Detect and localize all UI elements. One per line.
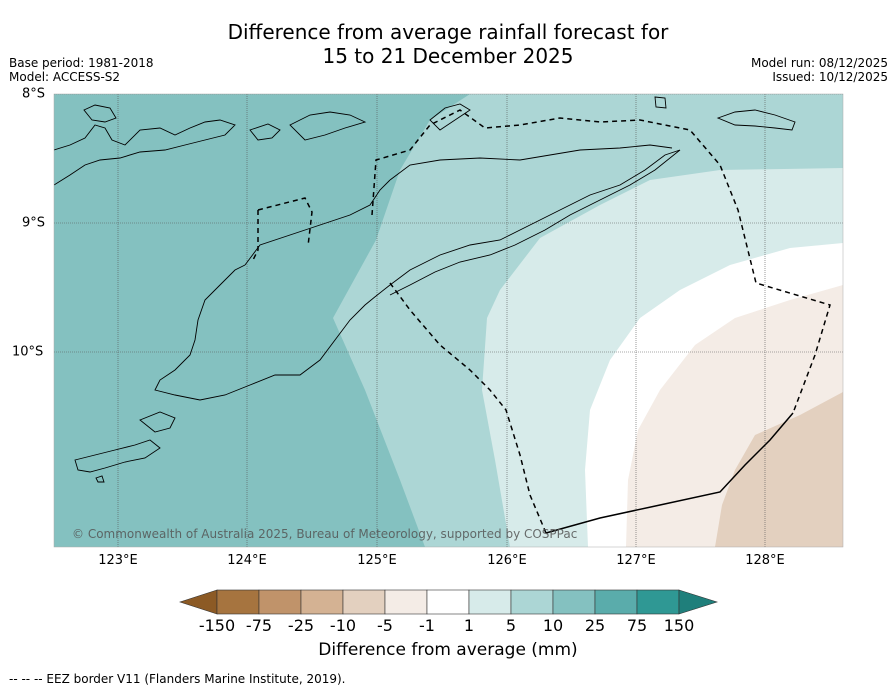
x-tick-123: 123°E xyxy=(98,553,138,568)
x-tick-127: 127°E xyxy=(616,553,656,568)
colorbar-label: -10 xyxy=(329,616,357,635)
eez-border xyxy=(251,109,831,534)
colorbar-cell xyxy=(426,589,470,615)
x-tick-126: 126°E xyxy=(487,553,527,568)
colorbar-low-arrow xyxy=(179,589,218,615)
colorbar-cell xyxy=(636,589,680,615)
colorbar-label: 75 xyxy=(626,616,648,635)
flores-island xyxy=(54,119,236,186)
sumba-island xyxy=(154,264,377,401)
y-tick-10s: 10°S xyxy=(12,344,44,360)
colorbar xyxy=(179,589,718,615)
small-island-3 xyxy=(95,475,105,483)
timor-island xyxy=(375,149,681,297)
model-run: Model run: 08/12/2025 xyxy=(750,56,888,70)
savu-island xyxy=(139,411,176,433)
x-tick-124: 124°E xyxy=(227,553,267,568)
map-frame xyxy=(53,93,844,548)
colorbar-label: 5 xyxy=(505,616,517,635)
colorbar-cell xyxy=(258,589,302,615)
meta-right: Model run: 08/12/2025 Issued: 10/12/2025 xyxy=(751,56,888,84)
colorbar-cell xyxy=(594,589,638,615)
colorbar-cell xyxy=(468,589,512,615)
base-period: Base period: 1981-2018 xyxy=(9,56,154,70)
colorbar-label: -75 xyxy=(245,616,273,635)
small-island-1 xyxy=(83,104,117,123)
pantar-island xyxy=(289,111,367,141)
colorbar-label: -1 xyxy=(419,616,435,635)
meta-left: Base period: 1981-2018 Model: ACCESS-S2 xyxy=(9,56,154,84)
y-tick-9s: 9°S xyxy=(22,215,46,231)
colorbar-cell xyxy=(342,589,386,615)
timor-north-coast xyxy=(389,144,673,181)
wetar-island xyxy=(429,103,471,131)
model-name: Model: ACCESS-S2 xyxy=(9,70,121,84)
coastlines xyxy=(54,96,796,483)
eez-footnote: -- -- -- EEZ border V11 (Flanders Marine… xyxy=(9,672,346,686)
colorbar-cell xyxy=(510,589,554,615)
eez-border-south xyxy=(545,412,794,534)
colorbar-cell xyxy=(300,589,344,615)
colorbar-label: 1 xyxy=(463,616,475,635)
colorbar-label: 10 xyxy=(542,616,564,635)
small-island-2 xyxy=(654,96,667,109)
colorbar-cell xyxy=(384,589,428,615)
chart-title: Difference from average rainfall forecas… xyxy=(0,20,896,68)
roti-island xyxy=(74,439,161,473)
colorbar-cell xyxy=(216,589,260,615)
issued-date: Issued: 10/12/2025 xyxy=(772,70,888,84)
x-tick-128: 128°E xyxy=(745,553,785,568)
colorbar-label: 25 xyxy=(584,616,606,635)
colorbar-label: 150 xyxy=(663,616,695,635)
y-tick-8s: 8°S xyxy=(22,86,46,102)
colorbar-high-arrow xyxy=(678,589,718,615)
alor-island xyxy=(249,123,281,141)
copyright-notice: © Commonwealth of Australia 2025, Bureau… xyxy=(72,527,578,541)
x-tick-125: 125°E xyxy=(357,553,397,568)
kisar-islands xyxy=(716,109,796,131)
title-line-1: Difference from average rainfall forecas… xyxy=(227,20,669,44)
sumba-north-coast xyxy=(244,179,391,266)
colorbar-label: -25 xyxy=(287,616,315,635)
colorbar-cell xyxy=(552,589,596,615)
map-area xyxy=(54,94,843,547)
title-line-2: 15 to 21 December 2025 xyxy=(322,44,574,68)
band-neg10 xyxy=(715,392,843,547)
colorbar-label: -5 xyxy=(377,616,393,635)
colorbar-label: -150 xyxy=(198,616,236,635)
colorbar-title: Difference from average (mm) xyxy=(318,640,578,660)
